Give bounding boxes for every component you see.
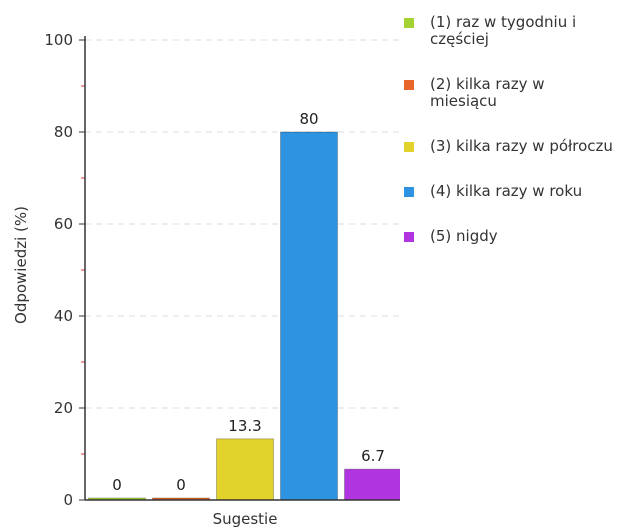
legend-label: (5) nigdy xyxy=(430,227,498,245)
y-tick-label: 80 xyxy=(54,123,73,141)
y-tick-label: 20 xyxy=(54,399,73,417)
gridlines xyxy=(85,39,400,409)
legend-item: (4) kilka razy w roku xyxy=(404,183,616,200)
y-tick-label: 60 xyxy=(54,215,73,233)
y-tick-label: 40 xyxy=(54,307,73,325)
data-label: 0 xyxy=(176,476,186,494)
axes: 0 20 40 60 80 100 xyxy=(44,31,400,509)
legend-label: (4) kilka razy w roku xyxy=(430,182,583,200)
legend: (1) raz w tygodniu i częściej (2) kilka r… xyxy=(404,14,616,273)
legend-swatch xyxy=(404,187,414,197)
y-tick-label: 100 xyxy=(44,31,73,49)
legend-label: (1) raz w tygodniu i częściej xyxy=(430,13,577,48)
legend-swatch xyxy=(404,18,414,28)
y-axis-title: Odpowiedzi (%) xyxy=(12,206,30,324)
legend-swatch xyxy=(404,232,414,242)
data-label: 13.3 xyxy=(228,417,261,435)
legend-item: (3) kilka razy w półroczu xyxy=(404,138,616,155)
data-label: 80 xyxy=(299,110,318,128)
legend-label: (2) kilka razy w miesiącu xyxy=(430,75,545,110)
legend-swatch xyxy=(404,142,414,152)
legend-swatch xyxy=(404,80,414,90)
bar xyxy=(344,468,400,501)
data-label: 6.7 xyxy=(361,447,385,465)
legend-item: (1) raz w tygodniu i częściej xyxy=(404,14,616,48)
legend-item: (2) kilka razy w miesiącu xyxy=(404,76,616,110)
bars: 0 0 13.3 80 6.7 xyxy=(88,110,400,501)
x-axis-title: Sugestie xyxy=(213,510,278,528)
data-label: 0 xyxy=(112,476,122,494)
y-tick-label: 0 xyxy=(63,491,73,509)
legend-label: (3) kilka razy w półroczu xyxy=(430,137,613,155)
bar xyxy=(216,438,274,501)
bar xyxy=(280,131,338,501)
legend-item: (5) nigdy xyxy=(404,228,616,245)
